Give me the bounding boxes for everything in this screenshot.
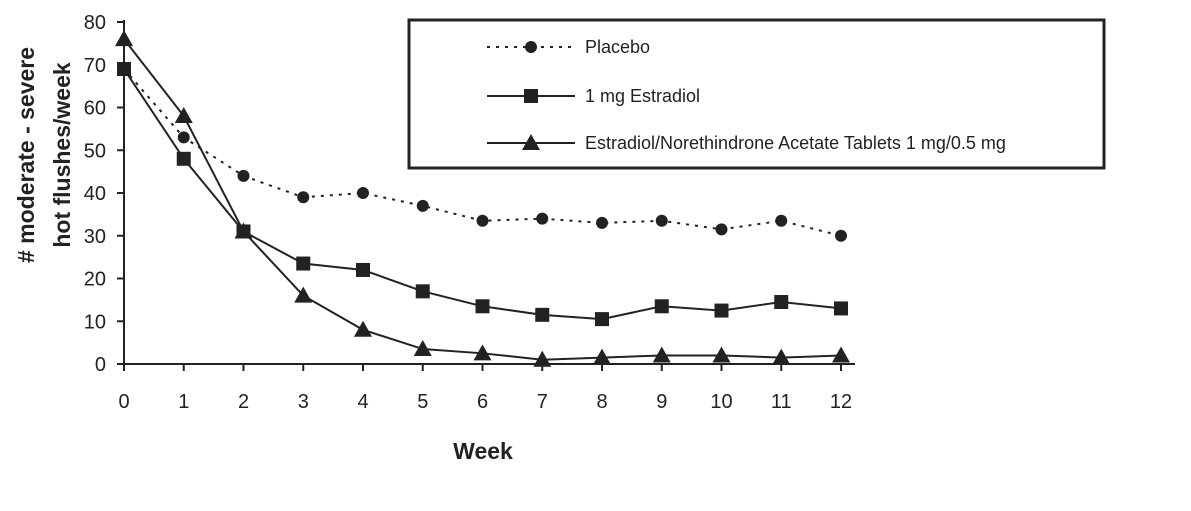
x-tick-label: 7	[537, 391, 548, 413]
legend-item-estradiol-neta: Estradiol/Norethindrone Acetate Tablets …	[487, 133, 1006, 153]
y-axis-title-line-2: hot flushes/week	[49, 62, 75, 248]
x-tick-label: 8	[596, 391, 607, 413]
data-point-estradiol-1mg	[296, 256, 311, 271]
data-point-estradiol-neta	[652, 346, 671, 363]
legend: Placebo 1 mg Estradiol Estradiol/Norethind…	[407, 18, 1106, 170]
x-tick-label: 2	[238, 391, 249, 413]
data-point-estradiol-neta	[473, 344, 492, 361]
y-tick-label: 20	[84, 269, 106, 291]
legend-label: 1 mg Estradiol	[585, 86, 700, 106]
data-point-placebo	[596, 216, 608, 229]
legend-item-placebo: Placebo	[487, 37, 650, 57]
data-point-placebo	[655, 214, 668, 227]
data-point-placebo	[775, 214, 788, 227]
series-estradiol-neta	[115, 30, 850, 367]
data-point-estradiol-1mg	[595, 312, 609, 327]
y-tick-label: 30	[84, 226, 106, 248]
data-point-estradiol-1mg	[117, 62, 131, 77]
x-tick-label: 10	[710, 391, 732, 413]
data-point-estradiol-neta	[593, 348, 611, 365]
x-tick-label: 4	[357, 391, 368, 413]
y-axis-title-line-1: # moderate - severe	[13, 47, 39, 263]
data-point-estradiol-neta	[174, 107, 193, 124]
y-tick-label: 50	[84, 140, 106, 162]
data-point-estradiol-1mg	[714, 303, 729, 318]
legend-label: Estradiol/Norethindrone Acetate Tablets …	[585, 133, 1006, 153]
y-axis-title: # moderate - severe hot flushes/week	[13, 47, 75, 263]
data-point-placebo	[476, 214, 489, 227]
data-point-estradiol-neta	[294, 286, 313, 303]
y-tick-label: 60	[84, 98, 106, 120]
x-tick-labels: 0 1 2 3 4 5 6 7 8 9 10 11 12	[118, 391, 852, 413]
data-point-estradiol-1mg	[475, 299, 490, 314]
x-axis-title: Week	[453, 438, 513, 464]
data-point-estradiol-neta	[234, 222, 253, 239]
y-tick-label: 80	[84, 12, 106, 34]
plot-area	[115, 30, 850, 367]
data-point-estradiol-neta	[115, 30, 133, 47]
x-tick-label: 5	[417, 391, 428, 413]
data-point-estradiol-1mg	[176, 151, 191, 166]
legend-marker	[522, 134, 540, 150]
legend-marker	[524, 89, 538, 103]
data-point-placebo	[237, 169, 250, 182]
data-point-estradiol-neta	[354, 320, 372, 337]
legend-marker	[525, 41, 537, 53]
x-tick-label: 9	[656, 391, 667, 413]
data-point-estradiol-neta	[533, 350, 552, 367]
data-point-estradiol-1mg	[415, 284, 430, 299]
data-point-placebo	[416, 199, 429, 212]
data-point-estradiol-neta	[832, 346, 850, 363]
data-point-estradiol-neta	[772, 348, 791, 365]
data-point-placebo	[297, 191, 310, 204]
data-point-estradiol-1mg	[654, 299, 669, 314]
y-tick-label: 40	[84, 183, 106, 205]
data-point-estradiol-1mg	[834, 301, 848, 316]
y-tick-label: 0	[95, 354, 106, 376]
data-point-placebo	[177, 131, 190, 144]
axes	[117, 20, 855, 371]
data-point-estradiol-neta	[712, 346, 731, 363]
data-point-estradiol-1mg	[356, 262, 370, 277]
y-tick-label: 10	[84, 311, 106, 333]
legend-item-estradiol-1mg: 1 mg Estradiol	[487, 86, 700, 106]
x-tick-label: 3	[298, 391, 309, 413]
y-tick-labels: 0 10 20 30 40 50 60 70 80	[84, 12, 106, 376]
y-tick-label: 70	[84, 55, 106, 77]
data-point-placebo	[835, 229, 847, 242]
x-tick-label: 11	[771, 391, 792, 413]
data-point-placebo	[715, 223, 728, 236]
data-point-placebo	[357, 187, 369, 199]
legend-label: Placebo	[585, 37, 650, 57]
data-point-estradiol-neta	[413, 340, 432, 357]
x-tick-label: 0	[118, 391, 129, 413]
data-point-placebo	[536, 212, 549, 225]
x-tick-label: 1	[178, 391, 189, 413]
x-tick-label: 6	[477, 391, 488, 413]
data-point-estradiol-1mg	[535, 307, 550, 322]
x-tick-label: 12	[830, 391, 852, 413]
data-point-estradiol-1mg	[774, 295, 789, 310]
